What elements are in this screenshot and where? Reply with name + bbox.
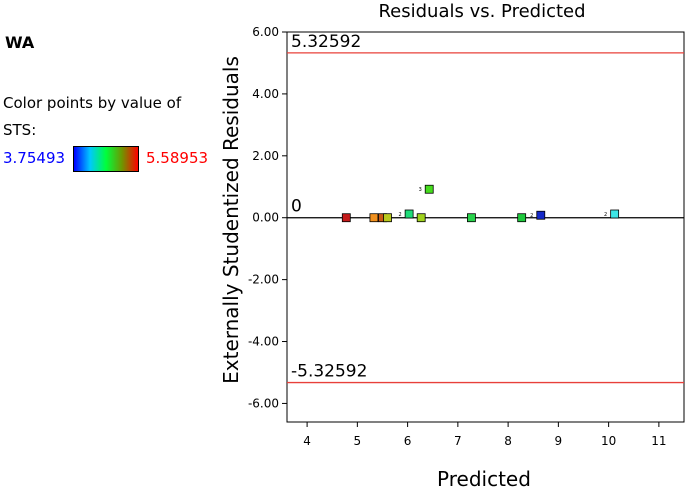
point-count-label: 2 — [530, 213, 533, 219]
color-legend-max: 5.58953 — [146, 149, 209, 167]
y-tick-label: 6.00 — [252, 25, 279, 39]
data-points: 2 3 2 2 — [341, 184, 620, 223]
x-tick-label: 10 — [601, 434, 616, 448]
y-tick-label: -6.00 — [248, 396, 279, 410]
data-point — [424, 184, 434, 194]
data-point — [610, 209, 620, 219]
reference-line-label: -5.32592 — [291, 362, 367, 382]
reference-line-label: 5.32592 — [291, 32, 361, 52]
design-title: WA — [5, 33, 35, 52]
chart-title: Residuals vs. Predicted — [378, 1, 585, 22]
x-tick-label: 11 — [651, 434, 666, 448]
data-point — [416, 213, 426, 223]
color-legend-caption: Color points by value of STS: — [3, 94, 182, 139]
point-count-label: 2 — [399, 212, 402, 218]
color-gradient-bar — [73, 146, 139, 172]
x-tick-label: 4 — [303, 434, 311, 448]
y-tick-label: 4.00 — [252, 87, 279, 101]
y-tick-label: 2.00 — [252, 149, 279, 163]
point-count-label: 3 — [419, 187, 422, 193]
x-tick-label: 6 — [404, 434, 412, 448]
data-point — [536, 210, 546, 220]
y-tick-label: 0.00 — [252, 211, 279, 225]
data-point — [383, 213, 392, 223]
data-point — [467, 213, 476, 223]
data-point — [369, 213, 379, 223]
y-tick-label: -4.00 — [248, 335, 279, 349]
reference-lines: 5.32592 -5.32592 0 — [287, 32, 684, 384]
color-legend-min: 3.75493 — [3, 149, 66, 167]
x-axis: 4 5 6 7 8 9 10 11 — [303, 422, 667, 448]
x-tick-label: 5 — [354, 434, 362, 448]
y-tick-label: -2.00 — [248, 273, 279, 287]
x-tick-label: 9 — [555, 434, 563, 448]
y-axis: 6.00 4.00 2.00 0.00 -2.00 -4.00 -6.00 — [248, 25, 287, 410]
data-point — [517, 213, 527, 223]
plot-frame — [286, 31, 685, 423]
reference-line-label: 0 — [291, 197, 302, 217]
point-count-label: 2 — [604, 212, 607, 218]
x-tick-label: 8 — [504, 434, 512, 448]
x-axis-label: Predicted — [437, 467, 531, 488]
data-point — [341, 213, 351, 223]
x-tick-label: 7 — [454, 434, 462, 448]
y-axis-label: Externally Studentized Residuals — [219, 56, 243, 384]
data-point — [404, 209, 414, 219]
